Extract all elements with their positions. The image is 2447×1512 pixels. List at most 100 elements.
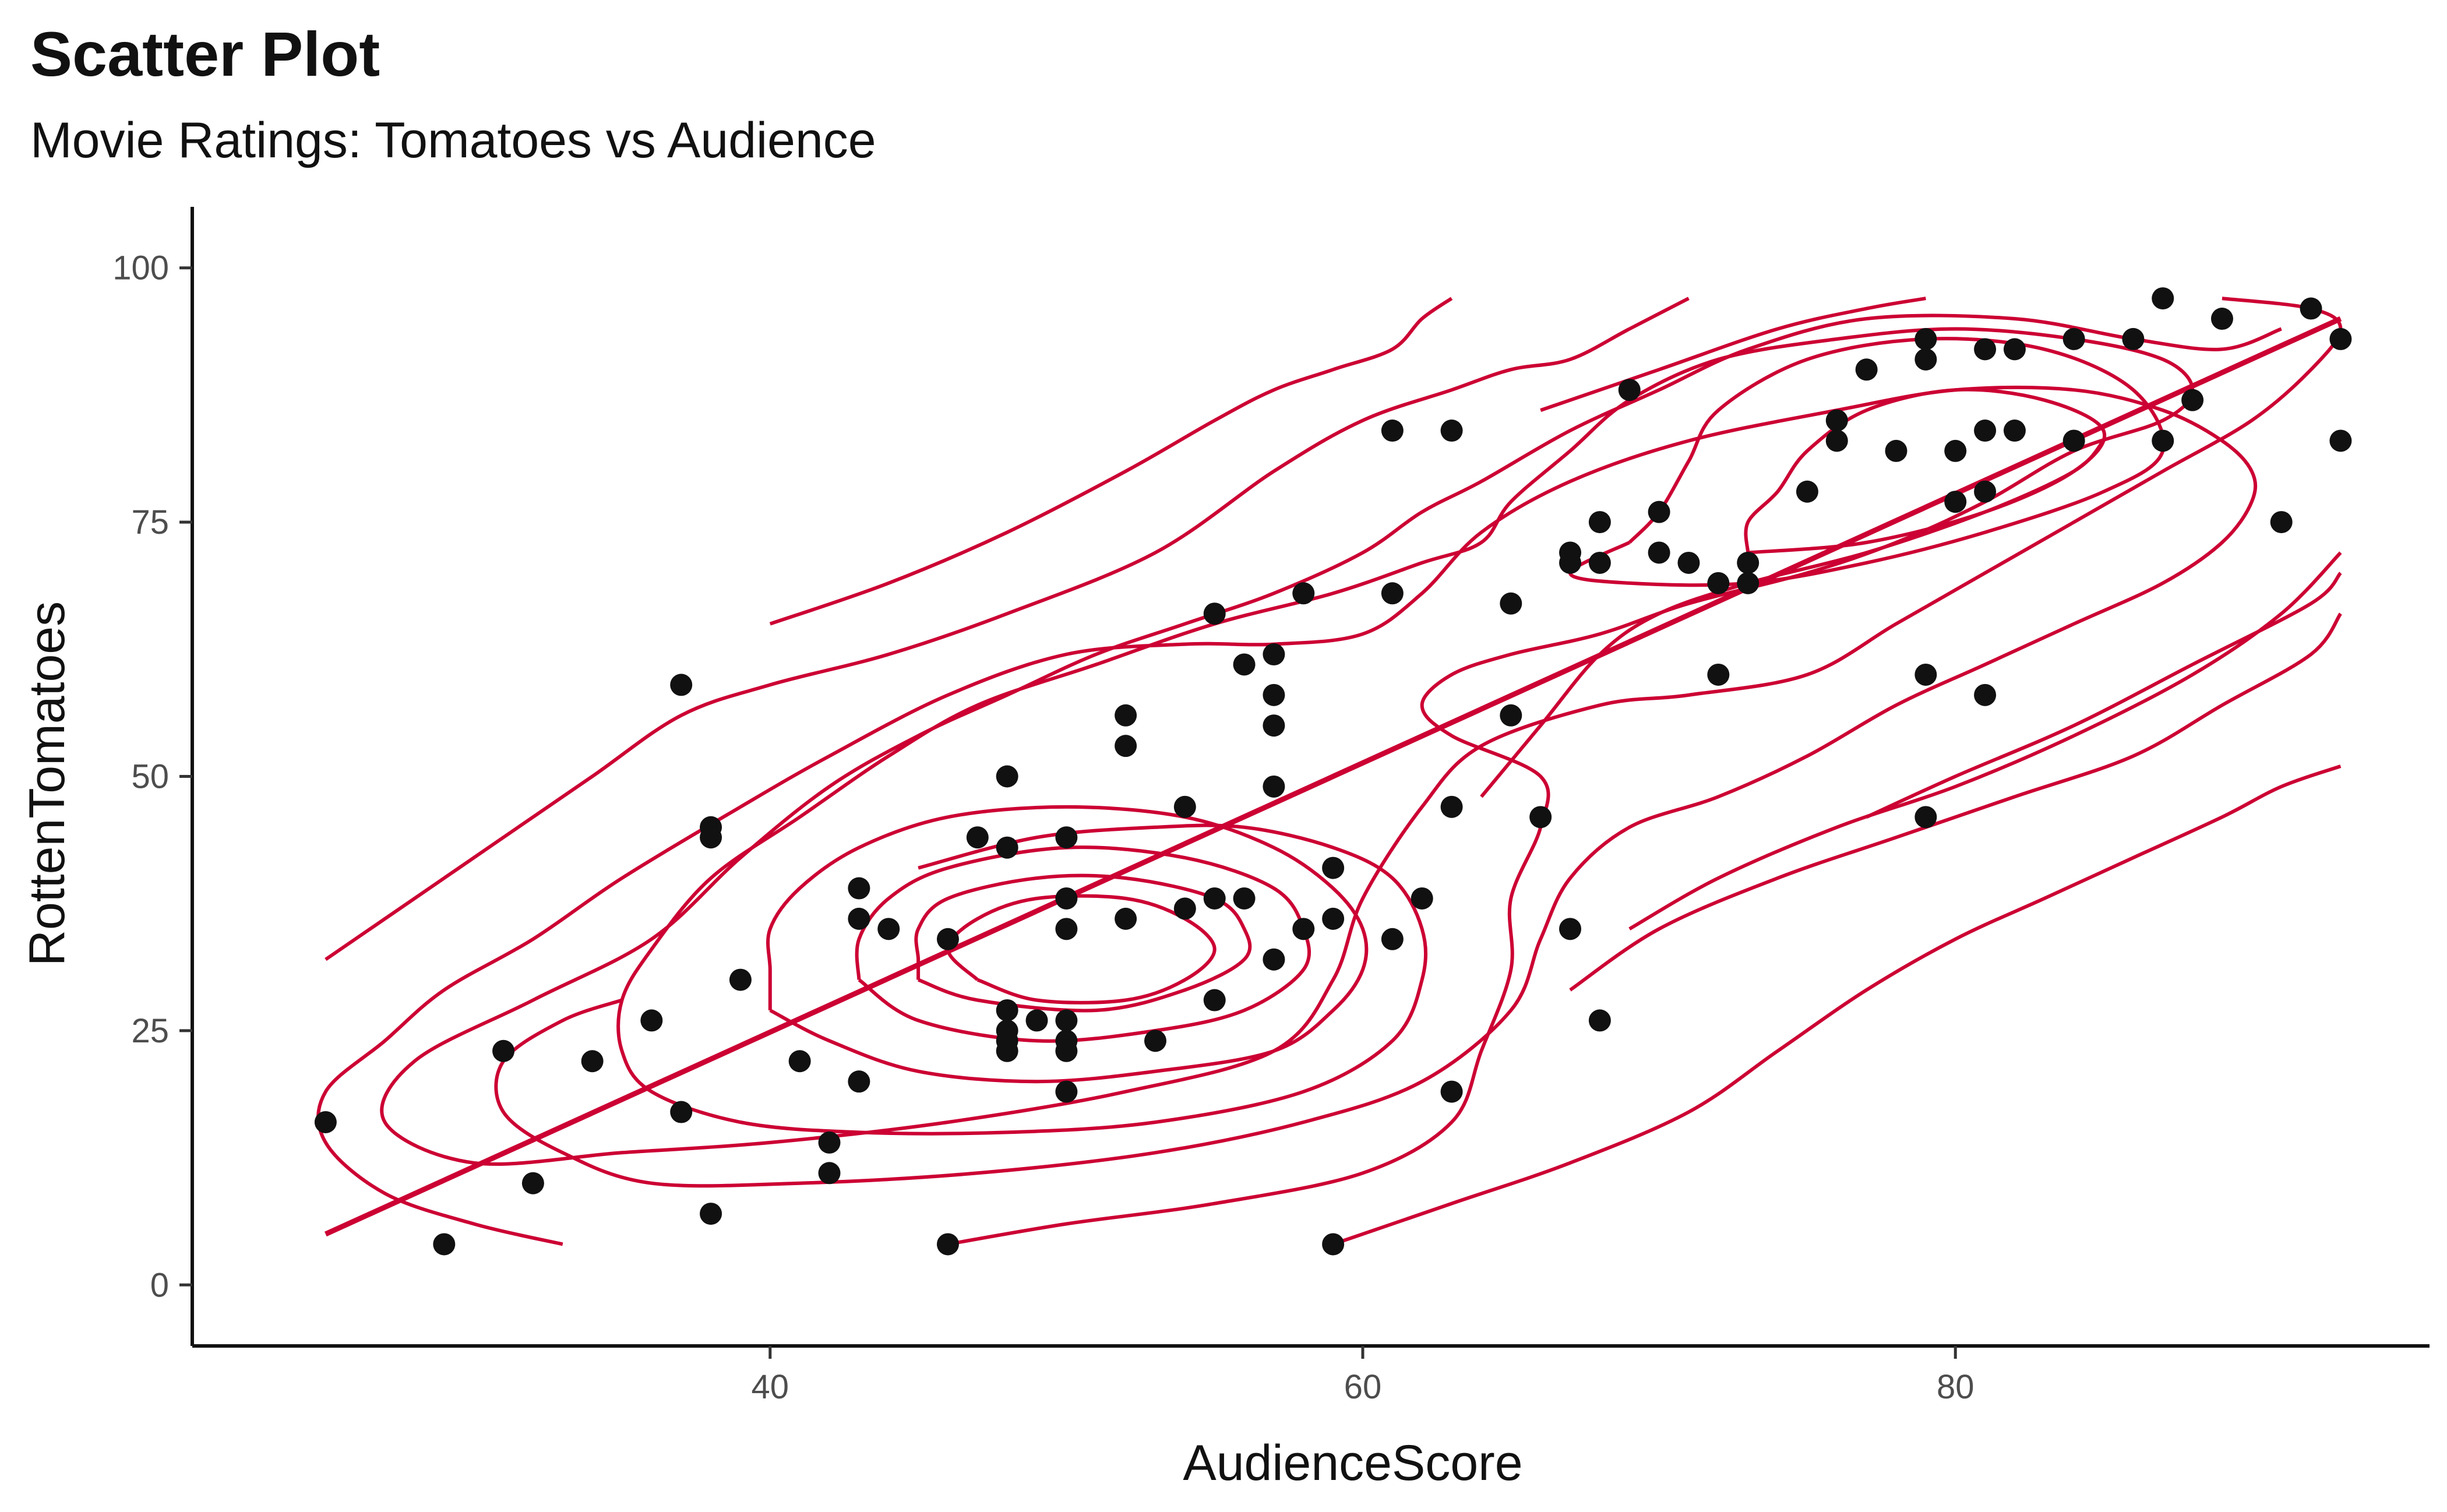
chart-subtitle: Movie Ratings: Tomatoes vs Audience	[30, 112, 876, 168]
data-point	[848, 1070, 870, 1093]
y-tick-label: 75	[131, 503, 169, 541]
data-point	[1500, 592, 1522, 615]
data-point	[1944, 439, 1967, 462]
data-point	[1677, 551, 1700, 574]
data-point	[1796, 480, 1818, 503]
data-point	[2003, 338, 2026, 361]
data-point	[1914, 327, 1937, 350]
data-point	[1115, 704, 1137, 727]
data-point	[848, 877, 870, 900]
data-point	[1825, 409, 1848, 432]
data-point	[700, 826, 722, 849]
data-points	[314, 287, 2352, 1256]
data-point	[1707, 663, 1730, 686]
density-contour-14	[1866, 572, 2342, 819]
data-point	[818, 1162, 841, 1185]
data-point	[1648, 541, 1670, 564]
data-point	[2329, 429, 2352, 452]
density-contour-12	[1744, 387, 2107, 555]
y-tick-label: 50	[131, 758, 169, 796]
data-point	[700, 1203, 722, 1225]
density-contour-15	[1628, 551, 2342, 931]
data-point	[936, 1233, 959, 1256]
data-point	[996, 1039, 1018, 1062]
data-point	[492, 1039, 515, 1062]
data-point	[670, 674, 693, 696]
density-contour-1	[325, 297, 1690, 961]
data-point	[1292, 582, 1315, 605]
density-contour-7	[766, 805, 1369, 1084]
data-point	[1055, 826, 1078, 849]
data-point	[996, 765, 1018, 788]
x-tick-label: 80	[1937, 1368, 1974, 1406]
data-point	[1559, 551, 1582, 574]
data-point	[936, 928, 959, 950]
data-point	[1974, 420, 1997, 442]
data-point	[1914, 663, 1937, 686]
data-point	[1263, 714, 1285, 737]
data-point	[1914, 806, 1937, 829]
data-point	[1055, 1080, 1078, 1103]
data-point	[848, 907, 870, 930]
data-point	[640, 1009, 663, 1032]
data-point	[996, 999, 1018, 1021]
data-point	[2210, 308, 2233, 330]
data-point	[1115, 907, 1137, 930]
density-contour-4	[380, 297, 2343, 1166]
data-point	[1974, 338, 1997, 361]
y-tick-label: 100	[112, 249, 169, 287]
data-point	[1381, 420, 1404, 442]
data-point	[966, 826, 989, 849]
data-point	[1263, 683, 1285, 706]
data-point	[433, 1233, 456, 1256]
data-point	[1203, 887, 1226, 910]
density-contour-16	[1569, 612, 2342, 992]
data-point	[1440, 795, 1463, 818]
y-tick-label: 25	[131, 1012, 169, 1050]
data-point	[1440, 420, 1463, 442]
data-point	[1263, 948, 1285, 971]
data-point	[1203, 989, 1226, 1011]
data-point	[877, 918, 900, 940]
data-point	[1737, 551, 1760, 574]
data-point	[1025, 1009, 1048, 1032]
density-contour-6	[616, 327, 2195, 1246]
data-point	[2152, 429, 2174, 452]
density-contour-5	[316, 385, 2258, 1246]
data-point	[1825, 429, 1848, 452]
density-contour-2	[769, 297, 1453, 626]
data-point	[2181, 389, 2204, 411]
data-point	[1974, 480, 1997, 503]
data-point	[1618, 379, 1641, 401]
data-point	[1559, 918, 1582, 940]
data-point	[1233, 887, 1256, 910]
data-point	[996, 836, 1018, 859]
y-axis-title: RottenTomatoes	[19, 601, 75, 966]
data-point	[1055, 1009, 1078, 1032]
data-point	[1914, 348, 1937, 371]
data-point	[581, 1050, 604, 1073]
data-point	[1500, 704, 1522, 727]
data-point	[1173, 897, 1196, 920]
data-point	[1322, 1233, 1345, 1256]
data-point	[1529, 806, 1552, 829]
density-contours	[316, 297, 2343, 1246]
data-point	[729, 968, 752, 991]
data-point	[1233, 653, 1256, 676]
data-point	[1292, 918, 1315, 940]
data-point	[1707, 572, 1730, 594]
data-point	[2003, 420, 2026, 442]
data-point	[818, 1131, 841, 1154]
data-point	[1885, 439, 1907, 462]
x-axis-title: AudienceScore	[1183, 1435, 1522, 1491]
density-contour-8	[855, 845, 1311, 1043]
density-contour-13	[1480, 439, 2105, 798]
data-point	[1322, 907, 1345, 930]
data-point	[1173, 795, 1196, 818]
data-point	[2122, 327, 2145, 350]
data-point	[670, 1101, 693, 1123]
data-point	[1411, 887, 1433, 910]
data-point	[2062, 429, 2085, 452]
trend-line-group	[325, 316, 2342, 1237]
